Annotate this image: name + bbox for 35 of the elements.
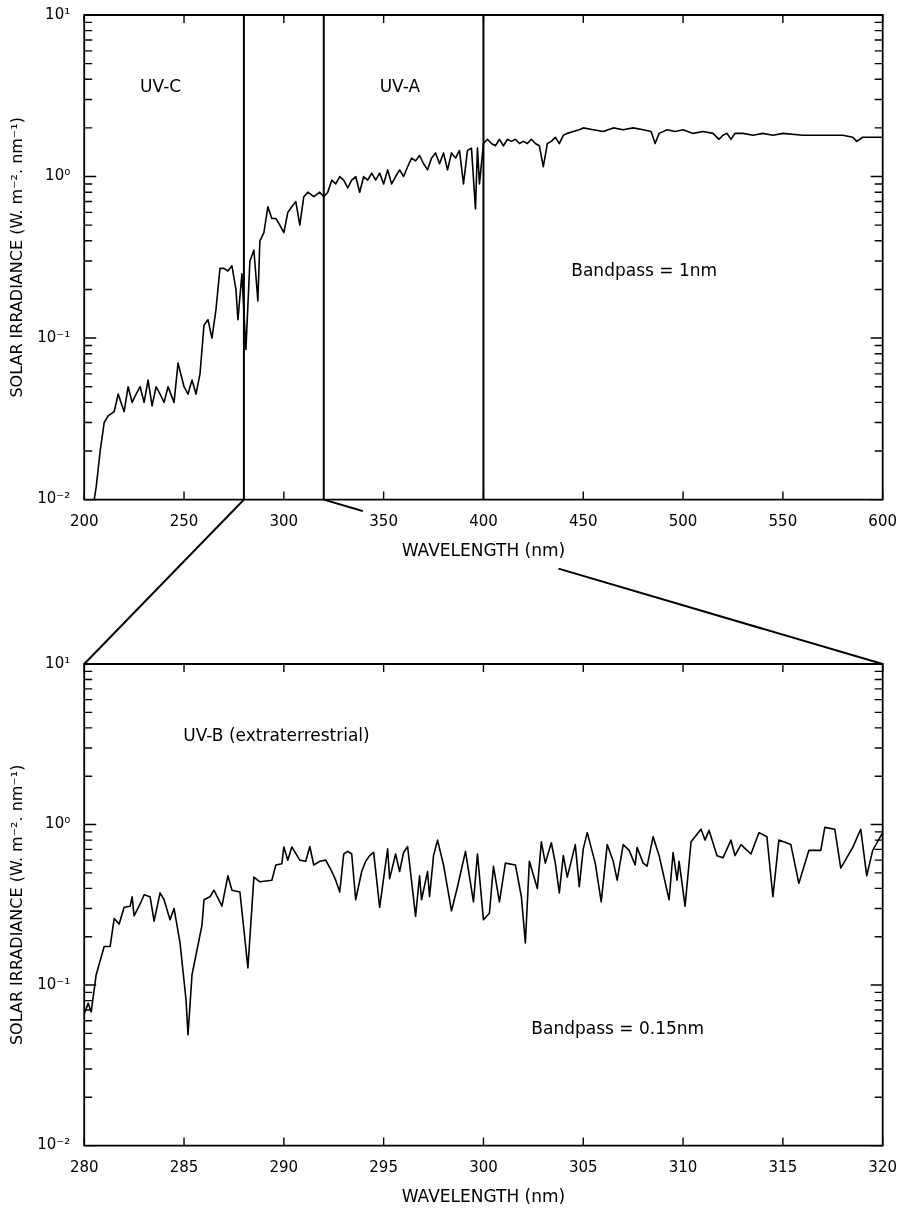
y-tick-label: 10⁰ bbox=[45, 166, 71, 185]
y-tick-label: 10⁻² bbox=[37, 489, 71, 508]
x-tick-label: 300 bbox=[269, 512, 299, 531]
x-tick-label: 400 bbox=[469, 512, 498, 531]
y-tick-label: 10¹ bbox=[45, 653, 71, 672]
x-tick-label: 500 bbox=[668, 512, 698, 531]
y-axis-title: SOLAR IRRADIANCE (W. m⁻². nm⁻¹) bbox=[6, 764, 26, 1046]
annotation: UV-B (extraterrestrial) bbox=[183, 724, 370, 745]
annotation: Bandpass = 0.15nm bbox=[531, 1018, 705, 1039]
x-tick-label: 250 bbox=[169, 512, 199, 531]
y-tick-label: 10¹ bbox=[45, 4, 71, 23]
x-tick-label: 600 bbox=[868, 512, 898, 531]
y-tick-label: 10⁻¹ bbox=[37, 974, 71, 993]
x-tick-label: 285 bbox=[169, 1158, 199, 1177]
x-tick-label: 280 bbox=[69, 1158, 99, 1177]
x-tick-label: 305 bbox=[568, 1158, 598, 1177]
y-tick-label: 10⁰ bbox=[45, 814, 71, 833]
x-tick-label: 550 bbox=[768, 512, 798, 531]
x-tick-label: 200 bbox=[69, 512, 99, 531]
x-axis-title: WAVELENGTH (nm) bbox=[401, 540, 566, 561]
y-axis-title: SOLAR IRRADIANCE (W. m⁻². nm⁻¹) bbox=[6, 117, 26, 398]
y-tick-label: 10⁻¹ bbox=[37, 327, 71, 346]
x-tick-label: 295 bbox=[369, 1158, 398, 1177]
x-tick-label: 290 bbox=[269, 1158, 299, 1177]
annotation: UV-A bbox=[379, 76, 421, 97]
x-tick-label: 320 bbox=[868, 1158, 898, 1177]
x-tick-label: 350 bbox=[369, 512, 398, 531]
x-axis-title: WAVELENGTH (nm) bbox=[401, 1186, 566, 1207]
x-tick-label: 300 bbox=[469, 1158, 498, 1177]
annotation: UV-C bbox=[140, 76, 182, 97]
x-tick-label: 450 bbox=[568, 512, 598, 531]
annotation: Bandpass = 1nm bbox=[571, 260, 718, 281]
x-tick-label: 310 bbox=[668, 1158, 698, 1177]
y-tick-label: 10⁻² bbox=[37, 1135, 71, 1154]
x-tick-label: 315 bbox=[768, 1158, 798, 1177]
